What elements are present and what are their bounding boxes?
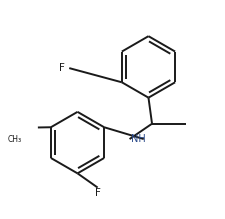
Text: F: F	[94, 189, 100, 198]
Text: CH₃: CH₃	[8, 134, 22, 144]
Text: NH: NH	[130, 134, 145, 144]
Text: F: F	[59, 63, 65, 73]
